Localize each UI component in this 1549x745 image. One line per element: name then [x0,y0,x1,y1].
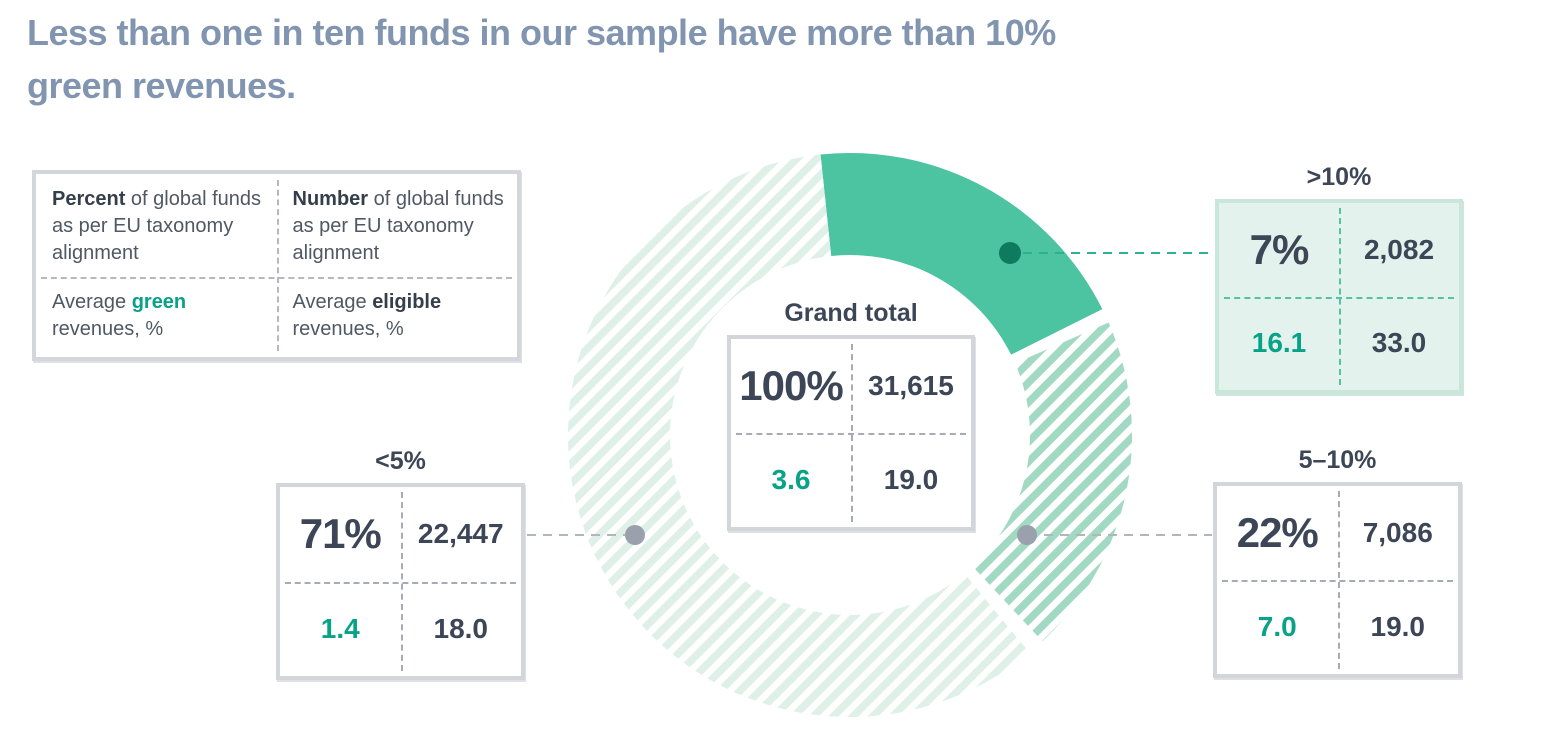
donut-segment-hatch-medium [972,322,1132,642]
legend-green-revenues-label: Average green revenues, % [52,291,187,340]
gt10-percent: 7% [1249,225,1310,273]
gt10-title: >10% [1306,163,1372,191]
connector-dot [625,525,645,545]
lt5-callout: <5% 71% 22,447 1.4 18.0 [276,447,525,680]
b510-avg-green: 7.0 [1257,611,1297,642]
grand-total-title: Grand total [784,299,918,327]
figure-title-line2: green revenues. [27,65,296,106]
b510-avg-eligible: 19.0 [1370,611,1426,642]
figure-title: Less than one in ten funds in our sample… [27,6,1387,112]
legend: Percent of global funds as per EU taxono… [32,170,521,361]
gt10-count: 2,082 [1363,233,1435,265]
lt5-count: 22,447 [417,518,504,550]
gt10-avg-eligible: 33.0 [1371,327,1427,359]
gt10-avg-green: 16.1 [1251,327,1307,359]
donut-segment-solid-teal [820,153,1103,355]
divider [1224,296,1454,299]
connector-dot [999,242,1021,264]
b510-percent: 22% [1236,509,1319,556]
lt5-title: <5% [375,447,426,475]
grand-total-callout: Grand total 100% 31,615 3.6 19.0 [727,299,975,531]
divider [1222,580,1453,582]
donut-segment-hatch-light [567,154,1030,718]
grand-total-percent: 100% [739,362,843,409]
divider [285,581,516,584]
legend-number-label: Number of global funds as per EU taxonom… [292,188,504,264]
b510-count: 7,086 [1362,517,1433,548]
gt10-box: 7% 2,082 16.1 33.0 [1215,199,1463,394]
b510-box: 22% 7,086 7.0 19.0 [1213,482,1462,678]
legend-eligible-revenues-label: Average eligible revenues, % [292,291,442,340]
lt5-percent: 71% [299,510,382,558]
gt10-callout: >10% 7% 2,082 16.1 33.0 [1215,163,1463,394]
lt5-box: 71% 22,447 1.4 18.0 [276,483,525,680]
grand-total-box: 100% 31,615 3.6 19.0 [727,335,975,531]
legend-percent-label: Percent of global funds as per EU taxono… [52,188,262,264]
b510-callout: 5–10% 22% 7,086 7.0 19.0 [1213,446,1462,678]
b510-title: 5–10% [1298,446,1377,474]
connector-dot [1017,525,1037,545]
legend-row-divider [41,277,512,279]
lt5-avg-eligible: 18.0 [433,612,489,644]
grand-total-avg-green: 3.6 [771,464,811,495]
legend-column-divider [276,180,279,351]
figure-title-line1: Less than one in ten funds in our sample… [27,12,1056,53]
grand-total-avg-eligible: 19.0 [883,464,939,495]
lt5-avg-green: 1.4 [320,612,360,644]
divider [736,433,966,435]
grand-total-count: 31,615 [868,370,954,401]
